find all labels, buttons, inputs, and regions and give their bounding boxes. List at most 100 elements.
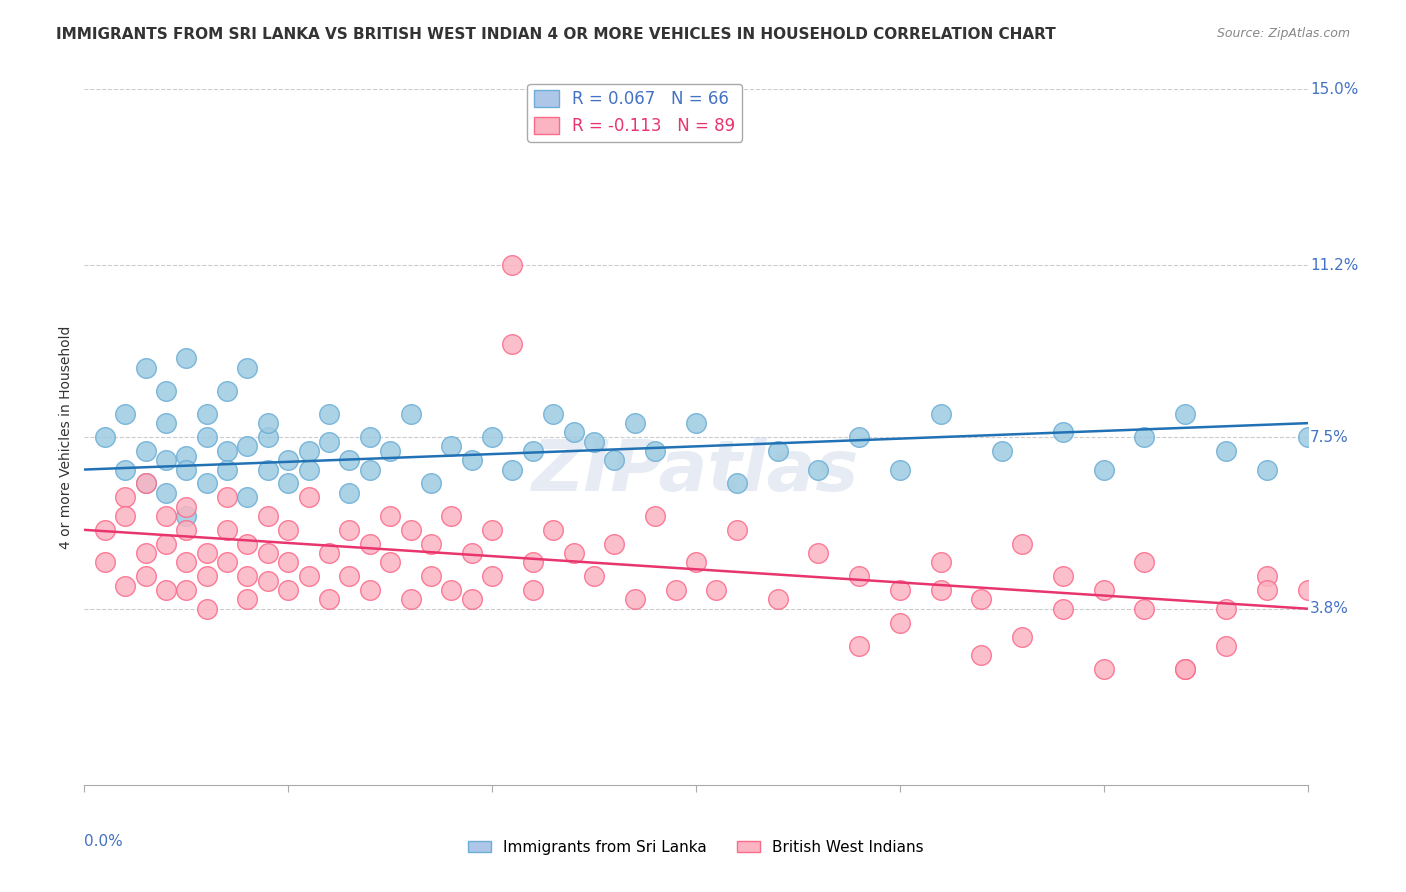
Point [359,537,381,551]
Point [339,569,361,583]
Point [461,453,484,467]
Text: ZIPatlas: ZIPatlas [533,437,859,507]
Point [725,523,748,537]
Point [502,462,524,476]
Point [93,523,117,537]
Point [1256,583,1278,598]
Point [440,508,463,523]
Point [1174,662,1197,676]
Point [1296,430,1319,444]
Point [1052,569,1074,583]
Point [176,500,198,514]
Point [1052,425,1074,440]
Point [1133,430,1156,444]
Point [461,592,484,607]
Point [195,546,218,560]
Point [1092,662,1115,676]
Point [318,592,340,607]
Point [195,430,218,444]
Point [155,453,177,467]
Point [93,430,117,444]
Point [135,569,157,583]
Point [848,430,870,444]
Point [257,462,280,476]
Point [318,407,340,421]
Point [155,384,177,398]
Text: 7.5%: 7.5% [1310,430,1348,444]
Point [277,555,299,569]
Point [562,546,585,560]
Point [624,592,647,607]
Point [114,578,136,592]
Point [114,491,136,505]
Point [298,569,321,583]
Point [1052,601,1074,615]
Point [257,430,280,444]
Point [135,360,157,375]
Point [155,537,177,551]
Point [217,444,239,458]
Point [257,416,280,430]
Point [195,476,218,491]
Point [624,416,647,430]
Point [155,416,177,430]
Point [706,583,728,598]
Point [420,569,443,583]
Point [644,508,666,523]
Point [176,583,198,598]
Point [1256,462,1278,476]
Point [807,546,830,560]
Point [359,430,381,444]
Point [1215,601,1237,615]
Point [603,453,626,467]
Text: 15.0%: 15.0% [1310,82,1358,96]
Point [114,508,136,523]
Point [502,337,524,351]
Point [217,462,239,476]
Point [807,462,830,476]
Point [725,476,748,491]
Point [1092,583,1115,598]
Point [155,583,177,598]
Point [1296,583,1319,598]
Point [522,555,544,569]
Point [298,444,321,458]
Point [114,462,136,476]
Point [195,569,218,583]
Legend: Immigrants from Sri Lanka, British West Indians: Immigrants from Sri Lanka, British West … [461,834,931,861]
Point [970,592,993,607]
Point [277,453,299,467]
Point [543,407,565,421]
Point [217,384,239,398]
Point [522,583,544,598]
Point [929,555,952,569]
Point [1174,407,1197,421]
Point [1133,555,1156,569]
Point [461,546,484,560]
Point [195,407,218,421]
Point [236,569,259,583]
Point [380,508,402,523]
Point [277,523,299,537]
Point [135,546,157,560]
Point [889,462,911,476]
Point [1256,569,1278,583]
Point [277,476,299,491]
Point [522,444,544,458]
Point [929,583,952,598]
Point [848,569,870,583]
Point [766,592,789,607]
Point [889,583,911,598]
Point [1092,462,1115,476]
Point [257,508,280,523]
Point [1215,444,1237,458]
Point [155,485,177,500]
Text: 11.2%: 11.2% [1310,258,1358,273]
Point [236,491,259,505]
Point [766,444,789,458]
Point [114,407,136,421]
Point [176,351,198,366]
Point [359,462,381,476]
Point [399,407,422,421]
Point [970,648,993,662]
